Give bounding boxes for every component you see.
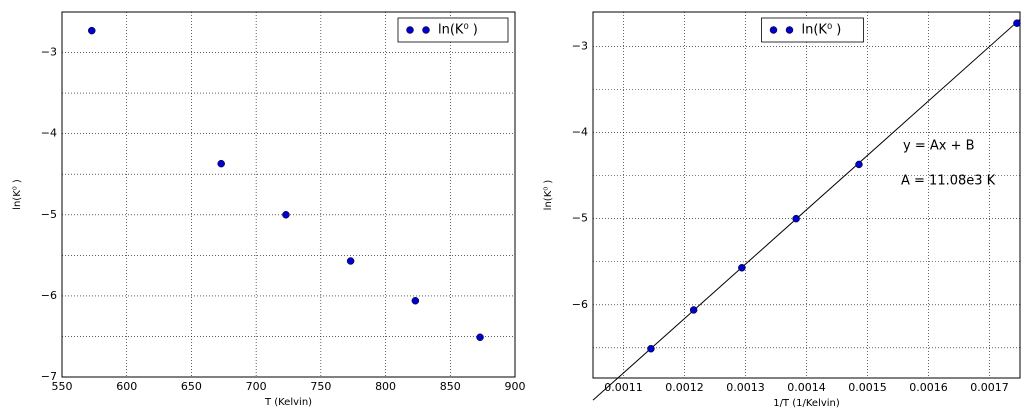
x-tick-label: 850 [440, 380, 461, 393]
y-axis-label: ln(K⁰ ) [543, 180, 554, 211]
point [792, 214, 800, 223]
x-tick-label: 650 [181, 380, 202, 393]
x-tick-label: 0.0016 [909, 381, 948, 394]
point [1013, 19, 1021, 27]
x-tick-label: 750 [310, 380, 331, 393]
y-tick-label: −3 [572, 39, 588, 52]
point [88, 26, 96, 35]
x-tick-label: 0.0015 [848, 381, 887, 394]
point [217, 159, 225, 168]
legend-box [397, 17, 509, 43]
y-tick-label: −7 [41, 370, 57, 383]
x-tick-label: 0.0012 [665, 381, 704, 394]
legend-marker [422, 26, 430, 34]
x-tick-label: 0.0017 [970, 381, 1009, 394]
y-tick-label: −3 [41, 46, 57, 59]
legend-marker [769, 26, 778, 34]
y-tick-label: −6 [41, 289, 57, 302]
plot-frame [592, 11, 1021, 379]
point [411, 297, 420, 305]
y-tick-label: −5 [572, 212, 588, 225]
point [689, 306, 698, 314]
point [647, 344, 655, 353]
x-tick-label: 800 [375, 380, 396, 393]
x-tick-label: 0.0013 [726, 381, 765, 394]
annotation: A = 11.08e3 K [901, 174, 996, 189]
x-tick-label: 0.0011 [604, 381, 643, 394]
x-tick-label: 900 [505, 380, 526, 393]
point [738, 264, 746, 272]
y-axis-label: ln(K⁰ ) [12, 179, 23, 210]
x-tick-label: 600 [116, 380, 137, 393]
x-axis-label: 1/T (1/Kelvin) [773, 398, 840, 408]
x-tick-label: 0.0014 [787, 381, 826, 394]
annotation: y = Ax + B [903, 139, 975, 154]
point [855, 160, 863, 169]
y-tick-label: −5 [41, 208, 57, 221]
legend-label: ln(K⁰ ) [438, 23, 478, 38]
point [282, 211, 290, 219]
fit-line [592, 18, 1021, 401]
x-axis-label: T (Kelvin) [264, 397, 312, 408]
legend-box [761, 17, 864, 43]
legend-marker [785, 26, 794, 34]
y-tick-label: −4 [572, 126, 588, 139]
plot-frame [61, 11, 516, 378]
y-tick-label: −6 [572, 298, 588, 311]
x-tick-label: 700 [246, 380, 267, 393]
legend-marker [406, 26, 414, 34]
point [476, 333, 484, 342]
x-tick-label: 550 [52, 380, 73, 393]
legend-label: ln(K⁰ ) [802, 23, 842, 38]
y-tick-label: −4 [41, 127, 57, 140]
point [346, 257, 355, 265]
